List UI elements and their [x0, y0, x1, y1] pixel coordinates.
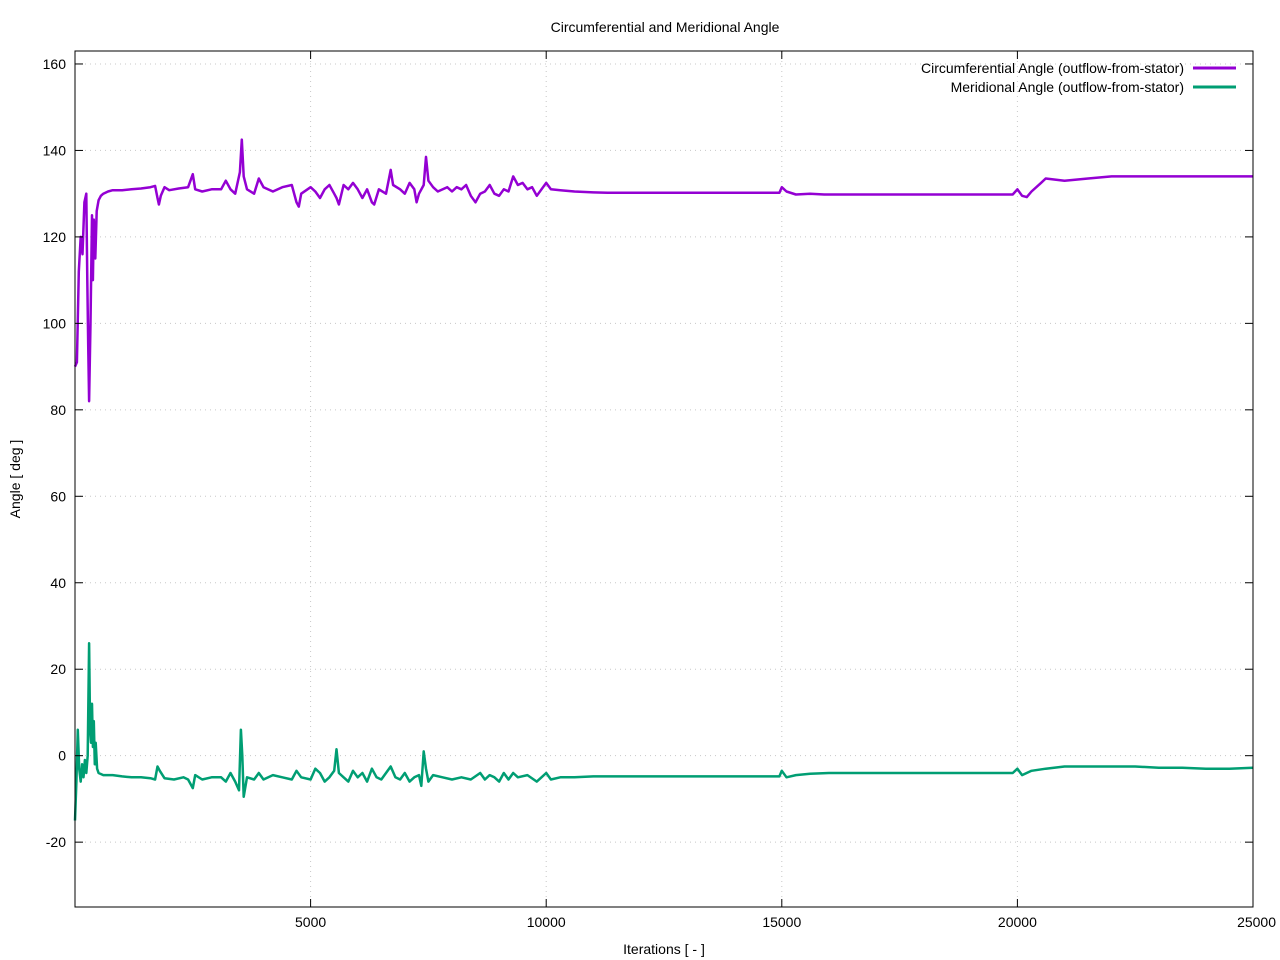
- x-tick-label: 20000: [998, 914, 1037, 930]
- y-tick-label: -20: [46, 834, 66, 850]
- y-tick-label: 80: [50, 402, 66, 418]
- axis-ticks: -20 0 20 40 60 80 100 120 140 160 5000 10000 15000 20…: [43, 51, 1276, 930]
- legend-label-1: Circumferential Angle (outflow-from-stat…: [921, 60, 1184, 76]
- x-tick-label: 15000: [762, 914, 801, 930]
- y-axis-label: Angle [ deg ]: [7, 440, 23, 519]
- y-tick-label: 0: [58, 748, 66, 764]
- x-axis-label: Iterations [ - ]: [623, 941, 705, 957]
- y-tick-label: 120: [43, 229, 67, 245]
- legend: Circumferential Angle (outflow-from-stat…: [921, 60, 1236, 95]
- x-tick-label: 5000: [295, 914, 326, 930]
- y-tick-label: 60: [50, 488, 66, 504]
- x-tick-label: 25000: [1237, 914, 1276, 930]
- plot-area: [73, 138, 1254, 821]
- y-tick-label: 140: [43, 142, 67, 158]
- legend-label-2: Meridional Angle (outflow-from-stator): [951, 79, 1184, 95]
- series-line-1: [73, 138, 1253, 403]
- x-tick-label: 10000: [527, 914, 566, 930]
- y-tick-label: 100: [43, 315, 67, 331]
- y-tick-label: 40: [50, 575, 66, 591]
- series-line-2: [73, 642, 1254, 821]
- chart-title: Circumferential and Meridional Angle: [551, 19, 780, 35]
- plot-frame: [74, 50, 1254, 908]
- y-tick-label: 160: [43, 56, 67, 72]
- y-tick-label: 20: [50, 661, 66, 677]
